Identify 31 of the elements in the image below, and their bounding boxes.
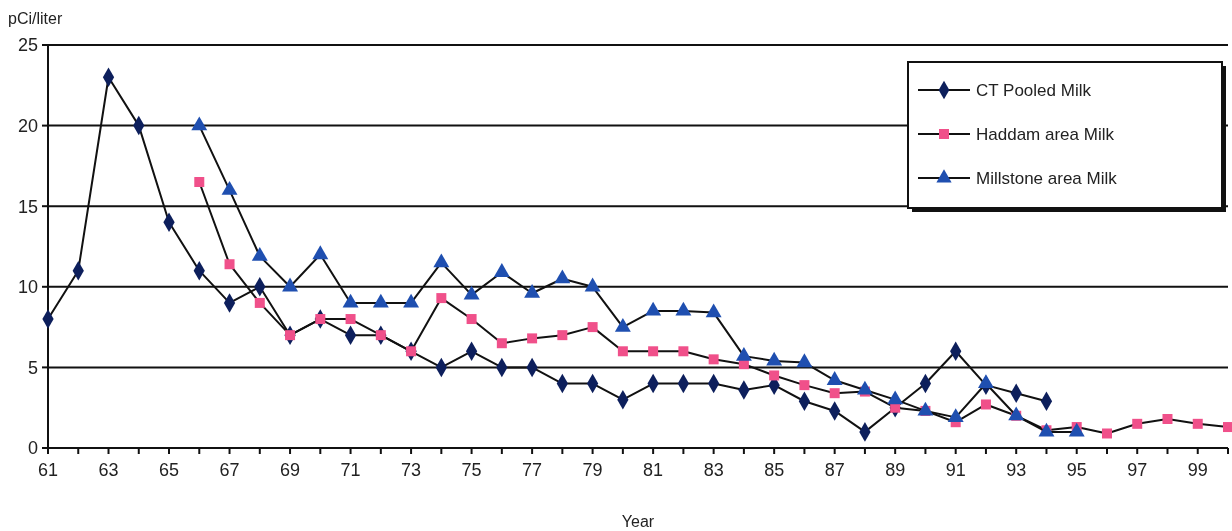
- y-tick-label: 5: [27, 357, 38, 378]
- x-axis-title: Year: [621, 513, 655, 530]
- legend-label: Millstone area Milk: [976, 168, 1118, 188]
- y-axis-title: pCi/liter: [8, 10, 63, 27]
- y-tick-label: 10: [17, 277, 38, 298]
- x-tick-label: 79: [582, 460, 603, 480]
- x-tick-label: 73: [401, 460, 422, 480]
- x-tick-label: 77: [522, 460, 543, 480]
- x-tick-label: 61: [37, 460, 59, 480]
- x-tick-label: 85: [764, 460, 785, 480]
- x-tick-label: 89: [885, 460, 906, 480]
- y-tick-label: 25: [17, 35, 38, 56]
- legend-label: CT Pooled Milk: [976, 80, 1092, 100]
- x-tick-label: 87: [824, 460, 845, 480]
- y-tick-label: 15: [17, 196, 38, 217]
- x-tick-label: 69: [280, 460, 301, 480]
- x-tick-label: 99: [1187, 460, 1208, 480]
- x-tick-label: 63: [98, 460, 119, 480]
- x-tick-label: 75: [461, 460, 482, 480]
- legend-label: Haddam area Milk: [976, 124, 1115, 144]
- x-tick-label: 83: [703, 460, 724, 480]
- x-tick-label: 93: [1006, 460, 1027, 480]
- x-tick-label: 81: [643, 460, 664, 480]
- x-tick-label: 97: [1127, 460, 1148, 480]
- x-tick-label: 95: [1066, 460, 1087, 480]
- x-tick-label: 67: [219, 460, 240, 480]
- x-tick-label: 91: [945, 460, 966, 480]
- y-tick-label: 20: [17, 115, 38, 136]
- x-tick-label: 71: [340, 460, 361, 480]
- y-tick-label: 0: [27, 438, 38, 459]
- x-tick-label: 65: [159, 460, 180, 480]
